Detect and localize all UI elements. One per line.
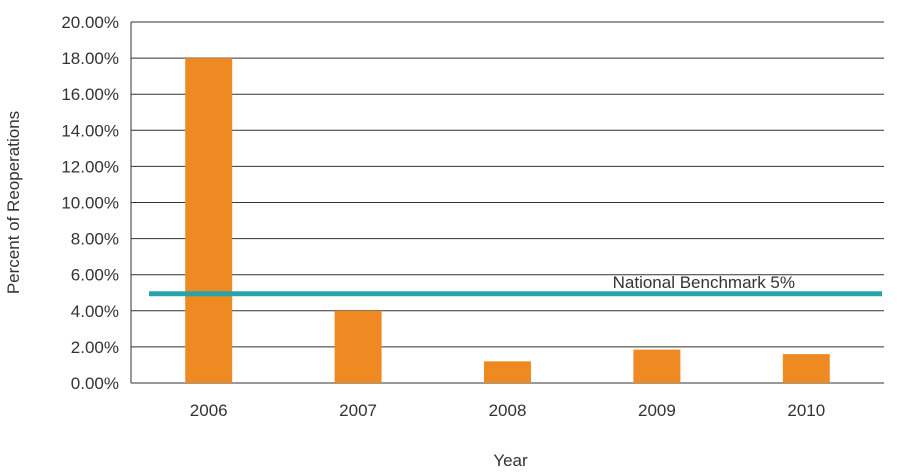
y-tick-label: 2.00% (71, 338, 119, 357)
y-tick-label: 6.00% (71, 266, 119, 285)
y-tick-label: 12.00% (61, 157, 119, 176)
x-tick-label: 2008 (489, 401, 527, 420)
bar-2008 (484, 361, 531, 383)
x-axis-title: Year (493, 451, 528, 470)
x-tick-label: 2006 (190, 401, 228, 420)
y-tick-label: 20.00% (61, 13, 119, 32)
y-tick-label: 10.00% (61, 194, 119, 213)
bar-2006 (185, 58, 233, 383)
y-tick-label: 8.00% (71, 230, 119, 249)
bar-2007 (334, 310, 382, 383)
y-tick-label: 18.00% (61, 49, 119, 68)
bar-2010 (782, 354, 830, 383)
y-tick-labels: 0.00% 2.00% 4.00% 6.00% 8.00% 10.00% 12.00% 14.… (61, 13, 119, 393)
y-tick-label: 0.00% (71, 374, 119, 393)
benchmark-label: National Benchmark 5% (613, 273, 795, 292)
bars (185, 58, 830, 383)
y-tick-label: 16.00% (61, 85, 119, 104)
gridlines (130, 21, 884, 384)
benchmark-layer: National Benchmark 5% (149, 273, 882, 297)
x-tick-label: 2009 (638, 401, 676, 420)
x-tick-labels: 2006 2007 2008 2009 2010 (190, 401, 825, 420)
y-axis-title: Percent of Reoperations (4, 111, 23, 294)
x-tick-label: 2007 (339, 401, 377, 420)
x-tick-label: 2010 (787, 401, 825, 420)
bar-2009 (633, 349, 681, 383)
y-tick-label: 4.00% (71, 302, 119, 321)
y-tick-label: 14.00% (61, 121, 119, 140)
